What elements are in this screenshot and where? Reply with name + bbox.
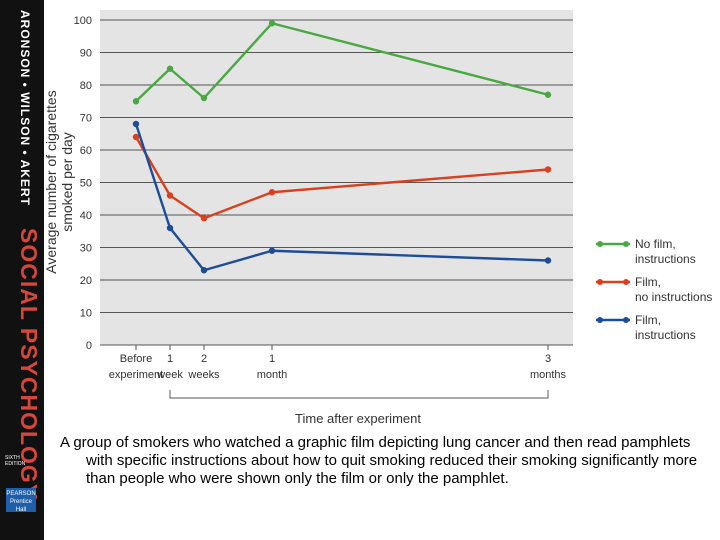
x-tick-label: months	[530, 369, 567, 381]
y-tick-label: 70	[80, 113, 92, 125]
y-tick-labels: 0 10 20 30 40 50 60 70 80 90 100	[74, 15, 92, 352]
x-tick-label: month	[257, 369, 288, 381]
y-tick-label: 50	[80, 178, 92, 190]
x-axis-label: Time after experiment	[295, 411, 421, 426]
data-point	[268, 20, 276, 27]
legend-label: Film,	[635, 275, 661, 289]
figure-caption: A group of smokers who watched a graphic…	[60, 434, 698, 487]
legend-marker	[597, 279, 603, 285]
publisher-logo: PEARSON Prentice Hall	[6, 488, 36, 513]
y-tick-label: 10	[80, 308, 92, 320]
legend-label: instructions	[635, 328, 696, 342]
legend-marker	[597, 241, 603, 247]
gridlines	[100, 19, 573, 350]
x-tick-label: Before	[120, 353, 152, 365]
data-point	[166, 224, 174, 232]
x-axis-bracket	[169, 390, 549, 399]
y-tick-label: 40	[80, 210, 92, 222]
data-point	[544, 166, 552, 173]
data-point	[544, 91, 552, 98]
y-tick-label: 30	[80, 243, 92, 255]
data-point	[132, 120, 140, 128]
y-tick-label: 0	[86, 340, 92, 352]
legend-label: Film,	[635, 313, 661, 327]
y-tick-label: 90	[80, 48, 92, 60]
data-point	[132, 98, 140, 105]
data-point	[268, 189, 276, 196]
data-point	[544, 257, 552, 264]
y-tick-label: 80	[80, 80, 92, 92]
data-point	[200, 215, 208, 222]
data-point	[200, 94, 208, 102]
x-tick-label: 1	[269, 353, 275, 365]
x-tick-label: experiment	[109, 369, 163, 381]
x-tick-label: 2	[201, 353, 207, 365]
legend-marker	[623, 241, 629, 247]
x-tick-label: 1	[167, 353, 173, 365]
book-spine: ARONSON • WILSON • AKERT SOCIAL PSYCHOLO…	[0, 0, 44, 540]
x-tick-label: weeks	[187, 369, 220, 381]
y-tick-label: 20	[80, 275, 92, 287]
legend-marker	[623, 317, 629, 323]
y-axis-label-line1: Average number of cigarettes	[43, 90, 59, 273]
x-tick-labels: Before experiment 1 week 2 weeks 1 month 3 months	[109, 353, 567, 381]
series-group	[132, 20, 552, 274]
spine-edition: SIXTH EDITION	[5, 455, 26, 467]
y-axis-label-line2: smoked per day	[59, 132, 75, 232]
y-tick-label: 100	[74, 15, 92, 27]
y-tick-label: 60	[80, 145, 92, 157]
legend-label: instructions	[635, 252, 696, 266]
plot-area	[100, 10, 573, 345]
data-point	[166, 192, 174, 199]
legend-marker	[597, 317, 603, 323]
x-tick-label: 3	[545, 353, 551, 365]
data-point	[132, 133, 140, 141]
data-point	[200, 267, 208, 274]
legend-marker	[623, 279, 629, 285]
data-point	[268, 247, 276, 254]
x-tick-label: week	[156, 369, 183, 381]
data-point	[166, 65, 174, 72]
legend-label: No film,	[635, 237, 676, 251]
legend-label: no instructions	[635, 290, 712, 304]
